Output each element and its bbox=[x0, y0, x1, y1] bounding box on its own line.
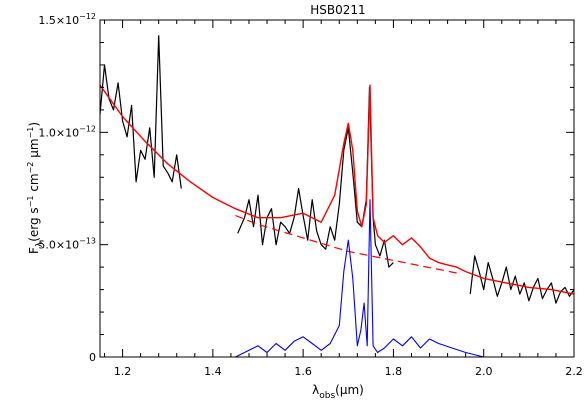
series-solid-black-segment-2 bbox=[469, 255, 575, 304]
plot-frame bbox=[99, 19, 575, 358]
y-tick-label: 1.5×10−12 bbox=[38, 12, 96, 27]
x-tick-label: 1.6 bbox=[294, 365, 312, 378]
x-tick-label: 2.2 bbox=[565, 365, 583, 378]
y-tick-label: 1.0×10−12 bbox=[38, 124, 96, 139]
x-axis-title: λobs(μm) bbox=[312, 383, 364, 400]
series-dashed-red-segment-0 bbox=[235, 214, 462, 275]
series-solid-blue-segment-0 bbox=[100, 199, 574, 358]
plot-series bbox=[99, 35, 575, 358]
chart-title: HSB0211 bbox=[310, 3, 365, 17]
axis-tick-labels: 1.2 1.4 1.6 1.8 2.0 2.2 0 5.0×10−13 1.0×10−12 1.5… bbox=[38, 12, 582, 378]
series-solid-red-segment-0 bbox=[99, 84, 575, 295]
y-tick-label: 0 bbox=[89, 351, 96, 364]
x-tick-label: 1.8 bbox=[385, 365, 403, 378]
x-tick-label: 2.0 bbox=[475, 365, 493, 378]
x-tick-label: 1.4 bbox=[204, 365, 222, 378]
y-tick-label: 5.0×10−13 bbox=[38, 237, 96, 252]
axis-ticks bbox=[100, 19, 575, 358]
x-tick-label: 1.2 bbox=[114, 365, 132, 378]
series-solid-black-segment-0 bbox=[99, 35, 182, 189]
y-axis-title: Fλ(erg s−1 cm−2 μm−1) bbox=[26, 122, 45, 254]
